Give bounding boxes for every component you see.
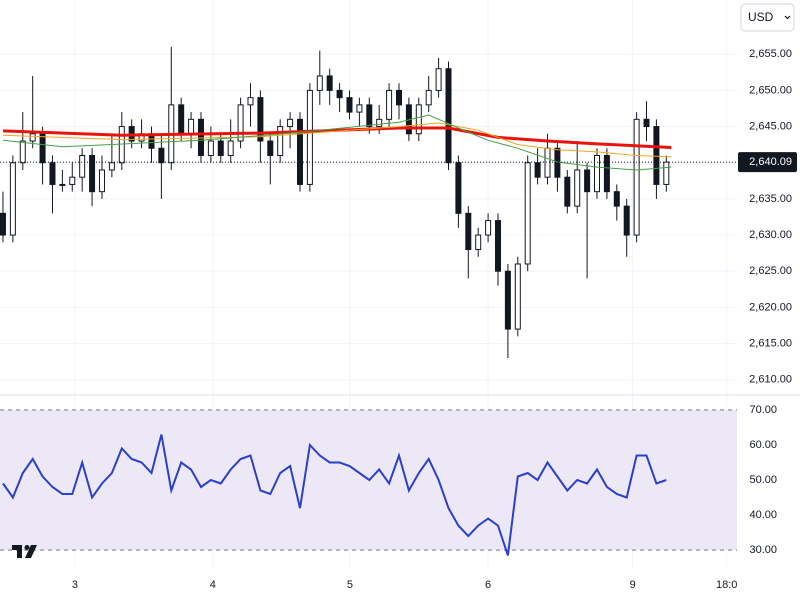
currency-label[interactable]: USD — [748, 10, 774, 24]
candle-body — [613, 191, 620, 207]
candle-body — [207, 140, 214, 156]
y-tick-label: 2,625.00 — [749, 265, 792, 277]
x-tick-label: 6 — [485, 579, 491, 591]
candle-body — [554, 147, 561, 178]
candle-body — [287, 118, 294, 128]
candle-body — [366, 104, 373, 128]
candle-body — [663, 161, 670, 185]
candle-body — [59, 183, 66, 186]
y-tick-label: 2,635.00 — [749, 193, 792, 205]
currency-box[interactable] — [740, 3, 795, 32]
candle-body — [485, 220, 492, 236]
candle-body — [504, 270, 511, 330]
candle-body — [524, 162, 531, 265]
candle-body — [514, 263, 521, 330]
candle-body — [178, 104, 185, 135]
y-tick-label: 2,645.00 — [749, 120, 792, 132]
y-tick-label: 2,610.00 — [749, 374, 792, 386]
logo-part — [25, 545, 37, 558]
candle-body — [49, 162, 56, 185]
moving-average — [2, 114, 672, 171]
candle-body — [346, 97, 353, 113]
moving-average — [2, 122, 672, 158]
logo-part — [24, 545, 30, 550]
candle-body — [217, 140, 224, 156]
candle-body — [89, 154, 96, 193]
candle-body — [326, 75, 333, 91]
currency-selector[interactable]: USD — [740, 3, 795, 32]
candle-body — [574, 169, 581, 207]
chevron — [784, 15, 791, 20]
y-tick-label: 2,655.00 — [749, 48, 792, 60]
y-tick-label: 70.00 — [749, 404, 777, 416]
candle-body — [643, 118, 650, 128]
last-price-box — [738, 152, 797, 173]
y-tick-label: 60.00 — [749, 439, 777, 451]
y-tick-label: 30.00 — [749, 544, 777, 556]
candle-body — [376, 118, 383, 128]
candle-body — [237, 104, 244, 142]
y-tick-label: 2,630.00 — [749, 229, 792, 241]
candle-body — [623, 205, 630, 236]
candle-body — [29, 133, 36, 142]
candle-body — [603, 154, 610, 193]
y-tick-label: 2,650.00 — [749, 84, 792, 96]
candle-body — [445, 68, 452, 164]
candle-body — [277, 126, 284, 156]
candle-body — [494, 220, 501, 272]
candle-body — [435, 68, 442, 91]
candle-body — [296, 118, 303, 185]
candle-body — [465, 212, 472, 251]
candle-body — [633, 118, 640, 236]
candle-body — [158, 147, 165, 164]
candle-body — [395, 89, 402, 106]
candle-body — [356, 104, 363, 113]
candle-body — [69, 176, 76, 185]
candle-body — [0, 212, 6, 236]
candle-body — [653, 126, 660, 185]
candle-body — [386, 89, 393, 120]
y-tick-label: 2,620.00 — [749, 301, 792, 313]
candle-body — [564, 176, 571, 207]
moving-average — [2, 126, 672, 149]
candle-body — [594, 154, 601, 193]
candle-body — [9, 162, 16, 236]
candle-body — [79, 154, 86, 178]
x-tick-label: 9 — [630, 579, 636, 591]
candle-body — [415, 104, 422, 135]
candle-body — [257, 97, 264, 142]
x-tick-label: 4 — [210, 579, 216, 591]
candle-body — [455, 162, 462, 214]
candle-body — [584, 169, 591, 193]
candle-body — [247, 97, 254, 106]
y-tick-label: 40.00 — [749, 509, 777, 521]
x-tick-label: 18:0 — [716, 579, 737, 591]
candle-body — [306, 89, 313, 185]
candle-body — [475, 234, 482, 251]
candle-body — [227, 140, 234, 156]
logo-part — [12, 545, 22, 558]
candle-body — [39, 133, 46, 164]
candle-body — [316, 75, 323, 91]
candle-body — [544, 147, 551, 178]
last-price-label: 2,640.09 — [749, 156, 792, 168]
x-tick-label: 3 — [72, 579, 78, 591]
candle-body — [267, 140, 274, 156]
y-tick-label: 2,615.00 — [749, 337, 792, 349]
candle-body — [336, 89, 343, 99]
candle-body — [188, 118, 195, 135]
candle-body — [425, 89, 432, 106]
candle-body — [118, 126, 125, 164]
logo — [12, 545, 37, 558]
rsi-line — [2, 434, 667, 556]
y-tick-label: 50.00 — [749, 474, 777, 486]
candle-body — [108, 162, 115, 171]
candle-body — [98, 169, 105, 193]
candle-body — [534, 162, 541, 178]
candle-body — [19, 140, 26, 164]
x-tick-label: 5 — [347, 579, 353, 591]
